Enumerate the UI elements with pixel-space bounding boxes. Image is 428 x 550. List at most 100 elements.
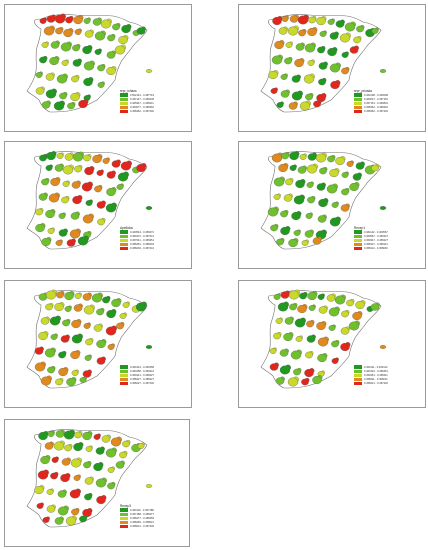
province-region <box>41 100 51 109</box>
province-region <box>283 332 294 342</box>
legend-row: 0.460027 - 0.457152 <box>354 97 388 101</box>
province-region <box>50 333 58 340</box>
province-region <box>62 180 70 187</box>
legend-label: 0.460122 - 0.459451 <box>364 369 388 373</box>
map-legend: Apellidos 0.460544 - 0.459472 0.459472 - 0… <box>120 226 154 251</box>
province-region <box>65 16 74 24</box>
province-region <box>46 14 56 23</box>
legend-row: 0.460544 - 0.459472 <box>120 230 154 234</box>
province-region <box>137 442 145 449</box>
province-region <box>70 92 81 102</box>
province-region <box>38 192 48 201</box>
province-region <box>54 13 66 24</box>
province-region <box>348 320 360 331</box>
province-region <box>281 15 289 22</box>
legend-label: 0.458411 - 0.458221 <box>364 378 388 382</box>
province-region <box>306 320 315 328</box>
province-region <box>34 361 46 372</box>
province-region <box>307 59 315 66</box>
province-region <box>353 36 362 44</box>
province-region <box>65 515 77 526</box>
legend-label: 0.458451 - 0.458203 <box>130 243 154 247</box>
legend-row: 0.458462 - 0.458462 <box>354 106 388 110</box>
province-region <box>97 64 106 72</box>
province-region <box>41 178 50 186</box>
province-region <box>284 57 293 65</box>
province-region <box>66 377 77 387</box>
province-region <box>349 182 360 192</box>
province-region <box>273 332 282 340</box>
province-region <box>295 42 305 51</box>
province-region <box>94 48 102 55</box>
province-region <box>299 100 311 111</box>
province-region <box>57 505 69 516</box>
province-region <box>115 460 125 469</box>
legend-row: 0.461142 - 0.460567 <box>354 230 388 234</box>
province-region <box>38 331 49 341</box>
spain-map <box>26 151 153 250</box>
province-region <box>118 35 129 45</box>
province-region <box>100 18 112 29</box>
province-region <box>72 58 82 67</box>
province-region <box>91 292 103 303</box>
province-region <box>319 167 328 175</box>
province-region <box>303 73 315 84</box>
legend-row: 0.458462 - 0.457440 <box>354 110 388 114</box>
legend-title: Apellidos <box>120 226 133 230</box>
legend-swatch <box>354 101 362 106</box>
province-region <box>55 378 64 386</box>
legend-label: 0.457151 - 0.460834 <box>364 101 388 105</box>
province-region <box>74 165 83 173</box>
province-region <box>319 30 327 37</box>
legend-swatch <box>354 106 362 110</box>
legend-row: 0.460567 - 0.459347 <box>354 234 388 238</box>
province-region <box>51 456 59 463</box>
province-region <box>327 155 336 163</box>
province-region <box>318 305 328 314</box>
province-region <box>44 441 54 450</box>
province-region <box>283 193 293 202</box>
province-region <box>341 188 350 196</box>
province-region <box>328 306 340 317</box>
province-region <box>36 502 44 509</box>
legend-swatch <box>354 243 362 247</box>
province-region <box>34 346 44 355</box>
province-region <box>318 78 327 86</box>
province-region <box>71 75 80 83</box>
province-region <box>101 434 111 443</box>
legend-swatch <box>120 230 128 234</box>
legend-swatch <box>354 110 362 114</box>
province-region <box>120 160 132 171</box>
legend-label: 0.458221 - 0.457440 <box>364 382 388 386</box>
legend-row: 0.458459 - 0.458021 <box>120 521 154 525</box>
province-region <box>42 516 50 523</box>
province-region <box>54 302 65 312</box>
province-region <box>96 200 106 209</box>
legend-row: 0.458114 - 0.458046 <box>354 247 388 251</box>
province-region <box>94 30 106 41</box>
province-region <box>307 291 318 301</box>
legend-swatch <box>120 516 128 521</box>
legend-swatch <box>120 243 128 247</box>
province-region <box>308 304 316 311</box>
province-region <box>60 334 70 343</box>
province-region <box>73 474 81 481</box>
spain-map <box>26 429 153 528</box>
province-region <box>340 203 350 212</box>
legend-row: 0.467147 - 0.466048 <box>120 97 154 101</box>
province-region <box>301 378 310 386</box>
province-region <box>96 308 105 316</box>
province-region <box>64 291 75 301</box>
province-region <box>305 351 314 359</box>
province-region <box>279 348 289 357</box>
province-region <box>289 151 300 161</box>
province-region <box>116 183 124 190</box>
province-region <box>119 312 127 319</box>
province-region <box>102 157 110 164</box>
province-region <box>69 488 81 499</box>
legend-label: 0.459441 - 0.458427 <box>130 373 154 377</box>
legend-row: 0.458227 - 0.457440 <box>120 382 154 386</box>
province-region <box>341 310 350 318</box>
province-region <box>307 196 316 204</box>
province-region <box>284 316 294 325</box>
